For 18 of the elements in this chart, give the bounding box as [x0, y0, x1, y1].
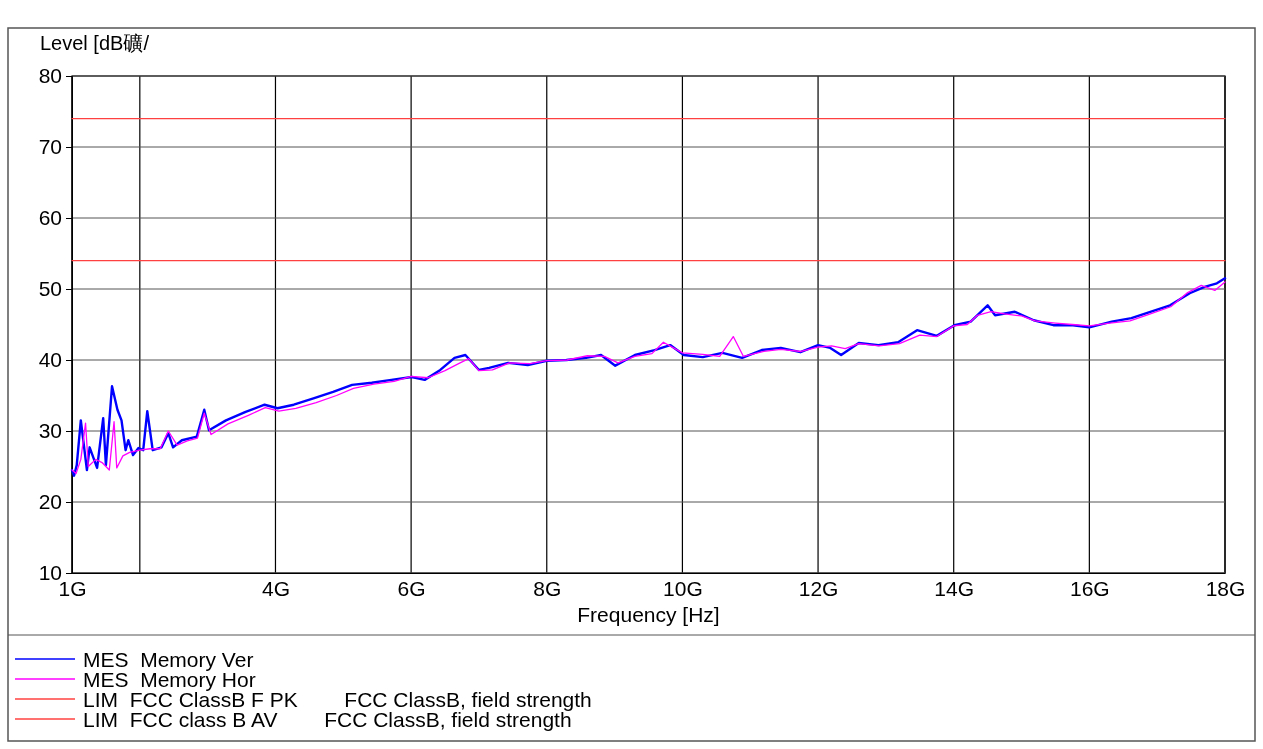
x-tick-label: 4G	[261, 576, 290, 600]
x-tick-label: 14G	[934, 576, 975, 600]
y-tick-label: 20	[38, 490, 62, 514]
x-axis-title: Frequency [Hz]	[577, 603, 720, 626]
x-tick-label: 18G	[1205, 576, 1246, 600]
y-axis-title: Level [dB礦/	[40, 32, 150, 54]
y-tick-label: 80	[38, 64, 62, 88]
x-tick-label: 8G	[533, 576, 562, 600]
x-tick-label: 10G	[663, 576, 703, 600]
y-tick-label: 30	[38, 419, 62, 443]
y-tick-label: 70	[38, 135, 62, 159]
legend-label: MES Memory Ver	[83, 648, 254, 671]
x-tick-label: 6G	[397, 576, 426, 600]
x-tick-label: 16G	[1070, 576, 1110, 600]
y-tick-label: 40	[38, 348, 62, 372]
y-tick-label: 50	[38, 277, 62, 301]
y-tick-label: 60	[38, 206, 62, 230]
x-tick-label: 12G	[798, 576, 839, 600]
